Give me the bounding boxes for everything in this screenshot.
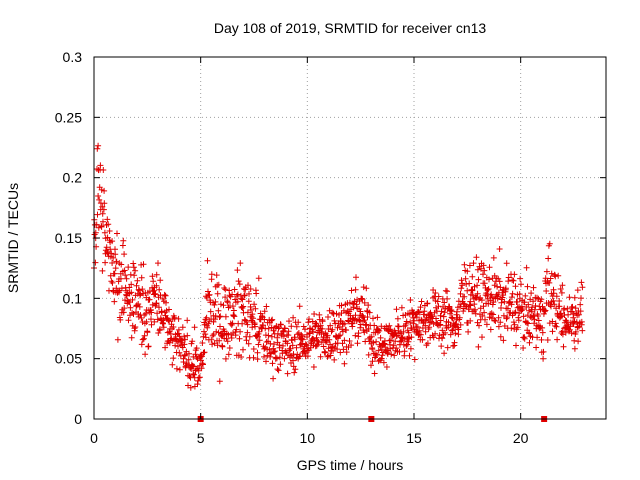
x-tick-label: 10 [300,430,316,446]
y-tick-label: 0.25 [55,109,82,125]
x-axis-label: GPS time / hours [297,457,404,473]
y-tick-label: 0 [74,411,82,427]
x-tick-label: 5 [197,430,205,446]
y-tick-label: 0.3 [63,49,83,65]
y-tick-label: 0.1 [63,290,83,306]
axis-ticks: 0 0.05 0.1 0.15 0.2 0.25 0.3 0 5 10 15 20 [55,49,606,446]
y-axis-label: SRMTID / TECUs [5,183,21,293]
x-tick-label: 0 [90,430,98,446]
gridlines [94,57,606,419]
x-tick-label: 15 [406,430,422,446]
y-tick-label: 0.2 [63,170,83,186]
x-tick-label: 20 [513,430,529,446]
y-tick-label: 0.05 [55,351,82,367]
y-tick-label: 0.15 [55,230,82,246]
chart-title: Day 108 of 2019, SRMTID for receiver cn1… [214,20,487,36]
